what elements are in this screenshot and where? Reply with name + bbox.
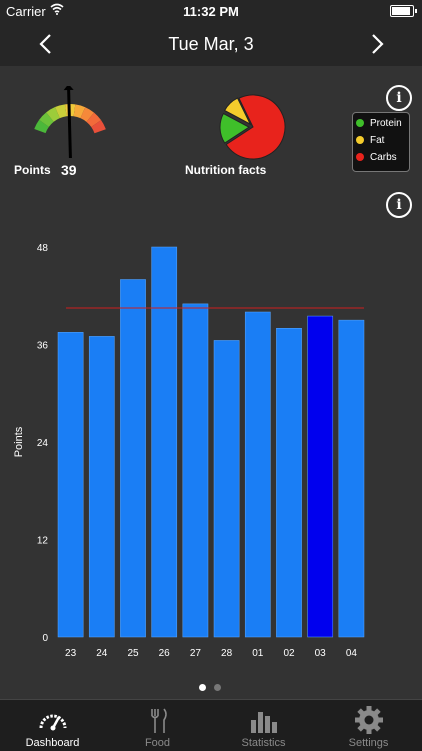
page-indicator[interactable] (199, 678, 229, 696)
gauge-segment (40, 123, 44, 131)
points-value: 39 (61, 162, 77, 178)
tab-food[interactable]: Food (105, 700, 210, 751)
tab-statistics[interactable]: Statistics (211, 700, 316, 751)
fork-knife-icon (143, 706, 173, 734)
nutrition-info-button[interactable]: i (386, 85, 412, 111)
protein-dot-icon (356, 119, 364, 127)
carbs-dot-icon (356, 153, 364, 161)
date-title: Tue Mar, 3 (0, 34, 422, 55)
legend-item-fat: Fat (356, 134, 384, 148)
nutrition-pie-chart[interactable] (216, 90, 290, 164)
gauge-needle (69, 90, 71, 158)
nutrition-legend: Protein Fat Carbs (352, 112, 410, 172)
battery-icon (390, 5, 414, 17)
legend-item-carbs: Carbs (356, 151, 397, 165)
gauge-segment (44, 117, 50, 123)
bar-chart-icon (249, 706, 279, 734)
gauge-segment (90, 117, 96, 123)
chart-info-button[interactable]: i (386, 192, 412, 218)
points-gauge[interactable] (22, 86, 118, 162)
tab-bar: Dashboard Food Statistics (0, 699, 422, 751)
gear-icon (354, 706, 384, 734)
tab-label: Statistics (211, 737, 316, 749)
points-label: Points (14, 163, 51, 177)
nav-bar: Tue Mar, 3 (0, 22, 422, 66)
status-time: 11:32 PM (0, 4, 422, 19)
gauge-segment (74, 110, 82, 112)
legend-item-protein: Protein (356, 117, 402, 131)
dashboard-gauge-icon (38, 706, 68, 734)
next-day-button[interactable] (365, 32, 389, 56)
tab-label: Food (105, 737, 210, 749)
tab-label: Dashboard (0, 737, 105, 749)
page-dot[interactable] (199, 684, 206, 691)
arrow-up-icon (64, 86, 74, 90)
gauge-segment (57, 110, 65, 112)
tab-settings[interactable]: Settings (316, 700, 421, 751)
tab-dashboard[interactable]: Dashboard (0, 700, 105, 751)
gauge-segment (83, 113, 90, 118)
tab-label: Settings (316, 737, 421, 749)
gauge-segment (50, 113, 57, 117)
gauge-segment (96, 124, 100, 132)
fat-dot-icon (356, 136, 364, 144)
page-dot[interactable] (214, 684, 221, 691)
nutrition-facts-label: Nutrition facts (185, 163, 266, 177)
status-bar: Carrier 11:32 PM (0, 0, 422, 22)
